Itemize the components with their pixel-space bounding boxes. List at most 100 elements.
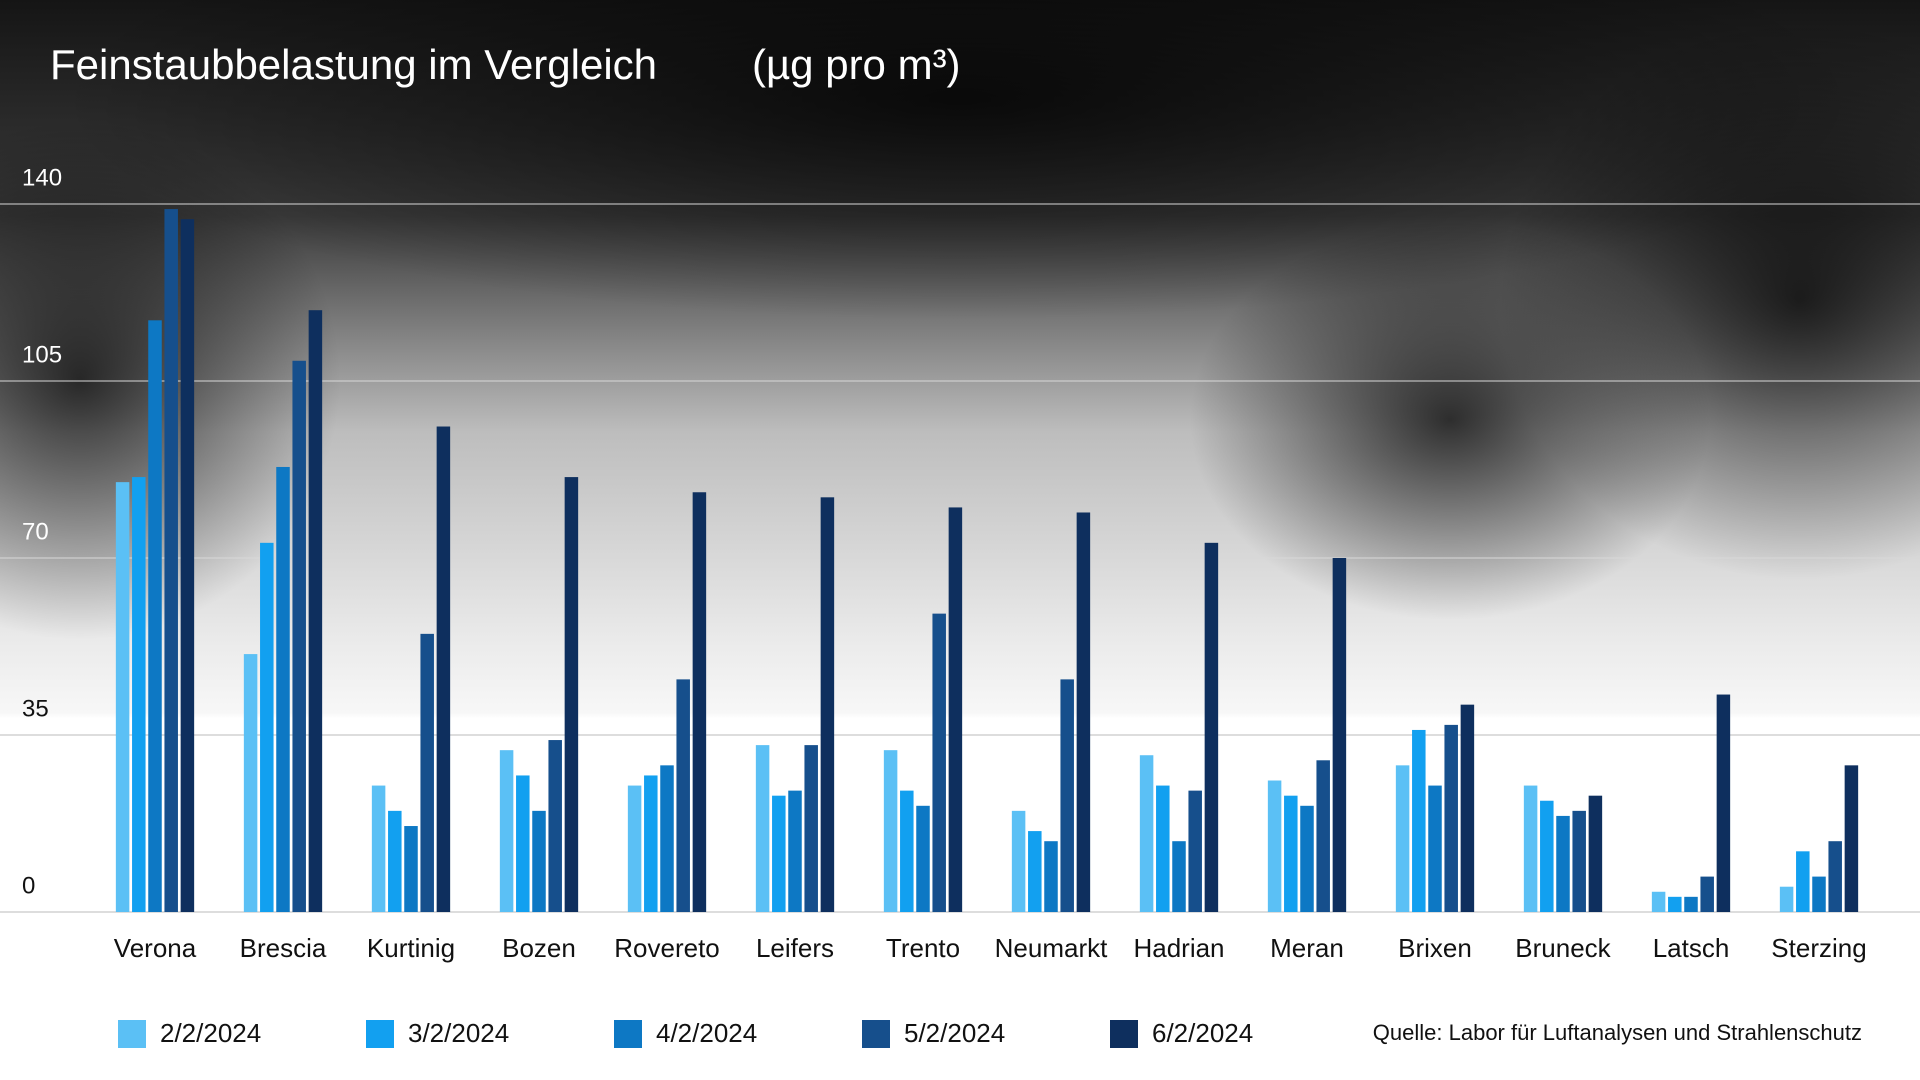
bar <box>1523 785 1538 912</box>
chart-unit: (µg pro m³) <box>752 41 961 88</box>
x-tick-label: Sterzing <box>1771 933 1866 963</box>
bar <box>644 775 658 912</box>
bar <box>1412 729 1426 912</box>
bar <box>1300 805 1314 912</box>
bar <box>1651 891 1666 912</box>
x-tick-label: Bozen <box>502 933 576 963</box>
bar <box>1444 724 1458 912</box>
bar <box>1684 896 1698 912</box>
bar <box>532 810 546 912</box>
bar <box>883 750 898 912</box>
legend-label: 6/2/2024 <box>1152 1018 1253 1048</box>
bar <box>276 466 290 912</box>
bar <box>548 740 562 912</box>
x-tick-label: Verona <box>114 933 197 963</box>
bar <box>1284 795 1298 912</box>
bar <box>660 765 674 912</box>
bar <box>115 482 130 912</box>
bar <box>1172 841 1186 912</box>
bar <box>804 745 818 912</box>
bar <box>1796 851 1810 912</box>
x-tick-label: Latsch <box>1653 933 1730 963</box>
x-tick-label: Bruneck <box>1515 933 1611 963</box>
x-tick-label: Neumarkt <box>995 933 1108 963</box>
bar <box>1011 810 1026 912</box>
bar <box>420 633 434 912</box>
bar <box>1556 815 1570 912</box>
x-tick-label: Meran <box>1270 933 1344 963</box>
legend-swatch <box>118 1020 146 1048</box>
bar <box>1812 876 1826 912</box>
bar <box>1139 755 1154 912</box>
x-tick-label: Brescia <box>240 933 327 963</box>
bar <box>388 810 402 912</box>
bar <box>1716 694 1731 912</box>
bar <box>1828 841 1842 912</box>
legend-label: 2/2/2024 <box>160 1018 261 1048</box>
cloud <box>1190 220 1710 620</box>
bar <box>404 826 418 912</box>
y-tick-label: 35 <box>22 695 49 722</box>
bar <box>1044 841 1058 912</box>
bar <box>772 795 786 912</box>
bar <box>900 790 914 912</box>
bar <box>292 360 306 912</box>
bar <box>1779 886 1794 912</box>
bar <box>564 477 579 912</box>
bar <box>755 745 770 912</box>
legend-label: 4/2/2024 <box>656 1018 757 1048</box>
bar <box>1267 780 1282 912</box>
x-tick-label: Rovereto <box>614 933 720 963</box>
legend-swatch <box>862 1020 890 1048</box>
bar <box>499 750 514 912</box>
legend-swatch <box>366 1020 394 1048</box>
legend-label: 3/2/2024 <box>408 1018 509 1048</box>
y-tick-label: 105 <box>22 341 62 368</box>
x-tick-label: Trento <box>886 933 960 963</box>
bar <box>1188 790 1202 912</box>
bar <box>1395 765 1410 912</box>
y-tick-label: 140 <box>22 164 62 191</box>
bar <box>1588 795 1603 912</box>
bar <box>516 775 530 912</box>
bar <box>788 790 802 912</box>
bar <box>1028 831 1042 912</box>
bar <box>371 785 386 912</box>
legend-label: 5/2/2024 <box>904 1018 1005 1048</box>
bar <box>932 613 946 912</box>
bar <box>164 209 178 913</box>
bar <box>1540 800 1554 912</box>
bar <box>260 542 274 912</box>
bar <box>692 492 707 912</box>
bar <box>1572 810 1586 912</box>
bar <box>1332 558 1347 912</box>
y-tick-label: 0 <box>22 872 35 899</box>
bar <box>1156 785 1170 912</box>
bar <box>243 654 258 912</box>
bar <box>308 310 323 912</box>
source: Quelle: Labor für Luftanalysen und Strah… <box>1373 1020 1862 1045</box>
bar <box>1316 760 1330 912</box>
chart-title: Feinstaubbelastung im Vergleich <box>50 41 657 88</box>
x-tick-label: Hadrian <box>1133 933 1224 963</box>
bar <box>1700 876 1714 912</box>
bar <box>1460 704 1475 912</box>
bar <box>916 805 930 912</box>
bar <box>627 785 642 912</box>
bar <box>180 219 195 912</box>
bar <box>148 320 162 912</box>
bar <box>1204 542 1219 912</box>
bar <box>1076 512 1091 912</box>
bar <box>820 497 835 912</box>
bar <box>948 507 963 912</box>
bar <box>132 477 146 912</box>
bar <box>676 679 690 912</box>
x-tick-label: Kurtinig <box>367 933 455 963</box>
bar <box>1668 896 1682 912</box>
bar <box>1428 785 1442 912</box>
bar <box>1060 679 1074 912</box>
bar <box>436 426 451 912</box>
x-tick-label: Brixen <box>1398 933 1472 963</box>
bar <box>1844 765 1859 912</box>
